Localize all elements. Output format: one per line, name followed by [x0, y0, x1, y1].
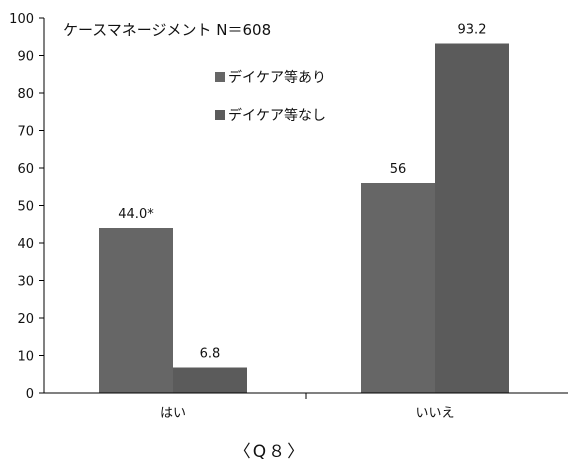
- x-category-label: はい: [160, 406, 186, 421]
- legend: デイケア等あり デイケア等なし: [215, 69, 326, 124]
- bar: [99, 228, 173, 393]
- y-tick-label: 0: [26, 387, 34, 402]
- legend-swatch-series-2: [215, 110, 225, 120]
- bars: [99, 43, 509, 393]
- legend-label-series-1: デイケア等あり: [228, 69, 326, 86]
- y-tick-label: 100: [9, 12, 34, 27]
- data-label: 56: [390, 162, 407, 177]
- y-tick-label: 90: [17, 50, 34, 65]
- y-tick-label: 20: [17, 312, 34, 327]
- y-tick-label: 70: [17, 125, 34, 140]
- y-tick-label: 10: [17, 350, 34, 365]
- footer-caption: 〈Q８〉: [234, 442, 306, 462]
- y-axis: 0 10 20 30 40 50 60 70 80 90 100: [9, 12, 45, 402]
- bar: [173, 367, 247, 393]
- y-tick-label: 50: [17, 200, 34, 215]
- legend-label-series-2: デイケア等なし: [228, 107, 326, 124]
- x-category-label: いいえ: [415, 406, 454, 421]
- y-tick-label: 40: [17, 237, 34, 252]
- legend-swatch-series-1: [215, 72, 225, 82]
- data-label: 6.8: [200, 347, 221, 362]
- chart-title: ケースマネージメント N＝608: [63, 21, 271, 39]
- data-labels: 44.0* 6.8 56 93.2: [118, 23, 486, 362]
- bar: [435, 43, 509, 393]
- data-label: 44.0*: [118, 207, 154, 222]
- bar: [361, 183, 435, 393]
- y-tick-label: 80: [17, 87, 34, 102]
- y-tick-label: 60: [17, 162, 34, 177]
- x-axis: はい いいえ: [44, 392, 568, 421]
- y-tick-label: 30: [17, 275, 34, 290]
- data-label: 93.2: [458, 23, 487, 38]
